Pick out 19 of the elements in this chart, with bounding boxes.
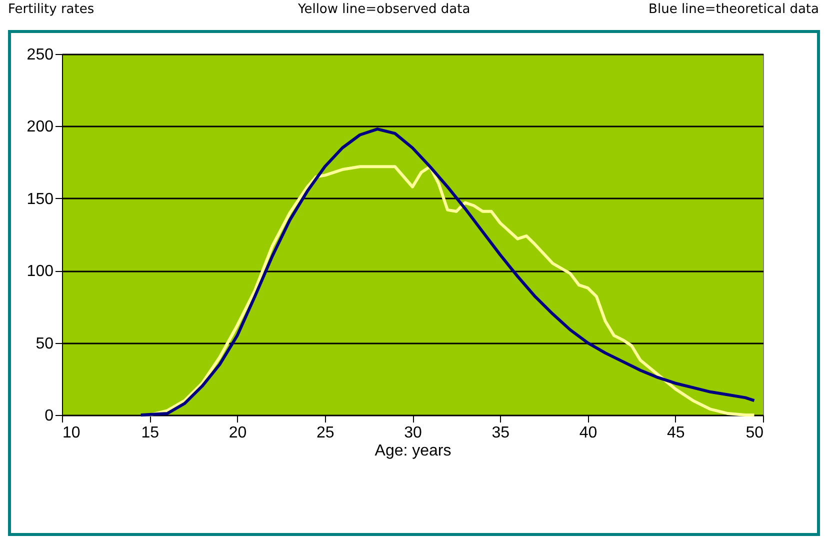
x-tick-label: 45: [666, 424, 685, 442]
x-tick-label: 25: [316, 424, 334, 442]
x-tick-label: 10: [62, 424, 80, 442]
x-axis-title: Age: years: [374, 442, 452, 460]
x-tick-label: 50: [746, 424, 764, 442]
chart-title: Fertility rates: [8, 2, 94, 17]
x-tick-label: 30: [404, 424, 422, 442]
x-tick-label: 20: [228, 424, 247, 442]
y-tick-label: 0: [44, 408, 54, 424]
y-tick-label: 50: [36, 335, 54, 352]
x-tick-label: 40: [579, 424, 598, 442]
y-tick-label: 100: [26, 263, 54, 280]
text: Blue line=theoretical data: [648, 2, 819, 17]
y-tick-label: 150: [26, 190, 54, 208]
y-tick-label: 250: [26, 46, 54, 64]
y-tick-label: 200: [26, 118, 54, 136]
x-tick-label: 35: [492, 424, 510, 442]
text: Yellow line=observed data: [298, 2, 470, 17]
x-tick-label: 15: [141, 424, 160, 442]
